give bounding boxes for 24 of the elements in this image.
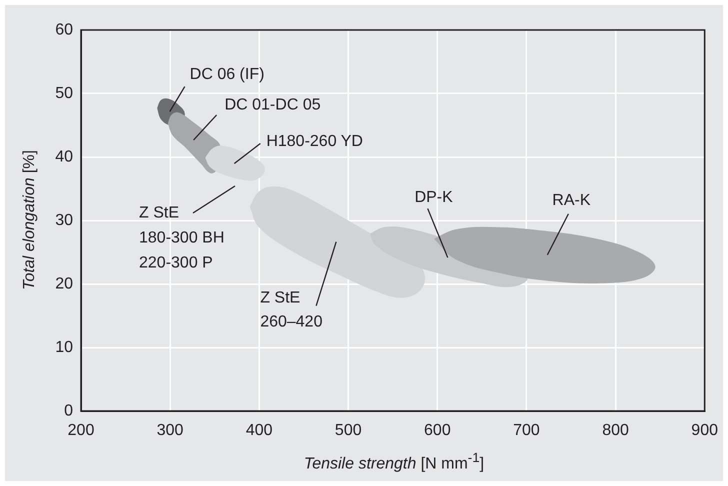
series-label: RA-K [552, 192, 591, 210]
x-tick-label: 900 [691, 422, 718, 440]
series-label: Z StE 260–420 [260, 289, 323, 330]
y-tick-label: 30 [55, 212, 74, 229]
y-tick-label: 10 [55, 338, 74, 356]
y-tick-label: 60 [55, 21, 74, 38]
x-tick-label: 300 [156, 422, 184, 440]
x-axis-title: Tensile strength [N mm$^{-1}$] [304, 450, 484, 473]
series-label: DC 06 (IF) [190, 66, 264, 84]
x-tick-label: 200 [68, 422, 94, 440]
y-tick-label: 40 [55, 148, 74, 166]
x-tick-label: 700 [513, 422, 540, 440]
annotation: Z StE 180-300 BH 220-300 P [139, 204, 224, 272]
series-label: DP-K [414, 188, 454, 206]
x-tick-label: 400 [246, 422, 273, 440]
y-axis-title: Total elongation [%] [21, 150, 38, 290]
y-tick-label: 0 [64, 402, 74, 420]
x-tick-label: 800 [602, 422, 630, 440]
x-tick-label: 500 [334, 422, 362, 440]
series-label: DC 01-DC 05 [224, 96, 321, 114]
series-label: H180-260 YD [266, 132, 363, 150]
y-tick-label: 50 [55, 84, 74, 102]
y-tick-label: 20 [55, 275, 74, 292]
x-tick-label: 600 [424, 422, 451, 440]
